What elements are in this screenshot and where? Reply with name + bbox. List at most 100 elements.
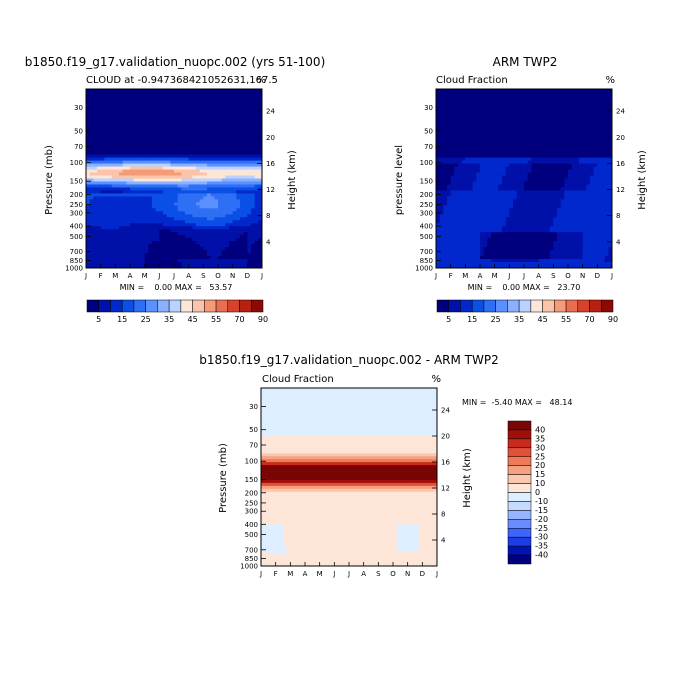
heatmap-cell (133, 103, 138, 108)
heatmap-cell (450, 157, 455, 161)
heatmap-cell (166, 238, 171, 242)
heatmap-cell (527, 154, 532, 159)
heatmap-cell (188, 214, 193, 218)
heatmap-cell (221, 199, 226, 203)
heatmap-cell (579, 190, 584, 194)
y-tick-label: 30 (74, 104, 83, 112)
heatmap-cell (188, 154, 193, 159)
heatmap-cell (516, 196, 521, 200)
heatmap-cell (461, 118, 466, 123)
heatmap-cell (571, 106, 576, 111)
heatmap-cell (159, 178, 164, 182)
heatmap-cell (439, 202, 444, 206)
heatmap-cell (520, 124, 525, 129)
heatmap-cell (225, 250, 230, 254)
heatmap-cell (119, 238, 124, 242)
heatmap-cell (155, 172, 160, 176)
heatmap-cell (174, 190, 179, 194)
heatmap-cell (439, 184, 444, 188)
heatmap-cell (207, 253, 212, 257)
heatmap-cell (476, 166, 481, 170)
heatmap-cell (188, 169, 193, 173)
heatmap-cell (564, 160, 569, 164)
heatmap-cell (181, 124, 186, 129)
heatmap-cell (203, 166, 208, 170)
heatmap-cell (538, 142, 543, 147)
heatmap-cell (480, 211, 485, 215)
heatmap-cell (192, 136, 197, 141)
heatmap-cell (436, 190, 441, 194)
heatmap-cell (141, 202, 146, 206)
heatmap-cell (586, 133, 591, 138)
heatmap-cell (188, 178, 193, 182)
heatmap-cell (97, 217, 102, 221)
heatmap-cell (450, 193, 455, 197)
heatmap-cell (199, 172, 204, 176)
heatmap-cell (104, 121, 109, 126)
heatmap-cell (538, 145, 543, 150)
heatmap-cell (487, 148, 492, 153)
heatmap-cell (590, 127, 595, 132)
heatmap-cell (155, 118, 160, 123)
heatmap-cell (177, 169, 182, 173)
heatmap-cell (185, 247, 190, 251)
heatmap-cell (196, 181, 201, 185)
heatmap-cell (531, 208, 536, 212)
heatmap-cell (604, 163, 609, 167)
heatmap-cell (104, 241, 109, 245)
heatmap-cell (159, 220, 164, 224)
heatmap-cell (229, 118, 234, 123)
colorbar-swatch (98, 299, 111, 313)
heatmap-cell (240, 178, 245, 182)
heatmap-cell (601, 163, 606, 167)
heatmap-cell (480, 205, 485, 209)
heatmap-cell (218, 124, 223, 129)
heatmap-cell (593, 187, 598, 191)
heatmap-cell (546, 112, 551, 117)
heatmap-cell (564, 169, 569, 173)
heatmap-cell (443, 151, 448, 156)
heatmap-cell (494, 124, 499, 129)
heatmap-cell (443, 154, 448, 159)
heatmap-cell (483, 112, 488, 117)
heatmap-cell (520, 100, 525, 105)
heatmap-cell (443, 118, 448, 123)
heatmap-cell (115, 118, 120, 123)
heatmap-cell (155, 205, 160, 209)
heatmap-cell (177, 172, 182, 176)
heatmap-cell (229, 226, 234, 230)
heatmap-cell (133, 232, 138, 236)
heatmap-cell (582, 142, 587, 147)
heatmap-cell (597, 145, 602, 150)
heatmap-cell (177, 250, 182, 254)
heatmap-cell (608, 127, 613, 132)
heatmap-cell (86, 103, 91, 108)
heatmap-cell (254, 163, 259, 167)
heatmap-cell (133, 175, 138, 179)
heatmap-cell (509, 91, 514, 96)
heatmap-cell (170, 118, 175, 123)
heatmap-cell (229, 89, 234, 93)
heatmap-cell (236, 94, 241, 99)
heatmap-cell (258, 121, 263, 126)
heatmap-cell (159, 148, 164, 153)
heatmap-cell (472, 89, 477, 93)
heatmap-cell (251, 238, 256, 242)
heatmap-cell (586, 172, 591, 176)
heatmap-cell (225, 196, 230, 200)
heatmap-cell (582, 89, 587, 93)
heatmap-cell (100, 193, 105, 197)
heatmap-cell (218, 262, 223, 266)
heatmap-cell (163, 256, 168, 260)
heatmap-cell (560, 145, 565, 150)
heatmap-cell (527, 133, 532, 138)
heatmap-cell (527, 109, 532, 114)
heatmap-cell (170, 109, 175, 114)
heatmap-cell (155, 94, 160, 99)
heatmap-cell (236, 154, 241, 159)
heatmap-cell (436, 103, 441, 108)
heatmap-cell (436, 175, 441, 179)
heatmap-cell (513, 127, 518, 132)
heatmap-cell (170, 190, 175, 194)
heatmap-cell (586, 208, 591, 212)
